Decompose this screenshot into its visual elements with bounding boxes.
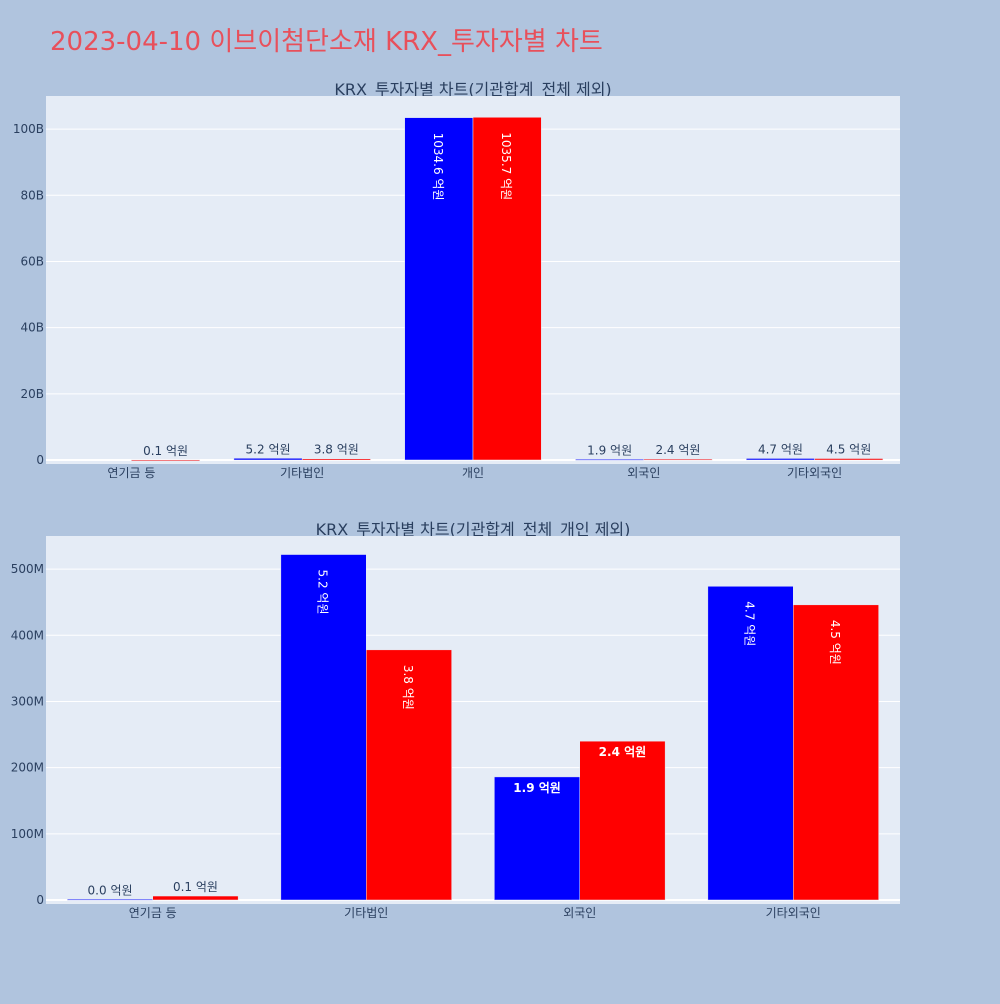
data-label: 1034.6 억원 xyxy=(431,133,445,201)
chart-title-top: KRX_투자자별 차트(기관합계_전체 제외) xyxy=(334,80,611,100)
y-tick-label: 300M xyxy=(11,694,44,708)
y-tick-label: 20B xyxy=(20,387,44,401)
bar xyxy=(793,604,879,901)
x-tick-label: 연기금 등 xyxy=(107,466,155,480)
bar xyxy=(301,458,371,461)
data-label: 3.8 억원 xyxy=(314,443,359,457)
chart-bottom: 0 100M 200M 300M 400M 500M 연기금 등 0.0 억원 0.1 억원기타… xyxy=(11,536,900,920)
x-tick-label: 외국인 xyxy=(627,466,660,480)
data-label: 1.9 억원 xyxy=(587,443,632,457)
bar xyxy=(280,554,367,901)
bar xyxy=(152,895,239,901)
bar xyxy=(366,649,452,901)
x-tick-label: 연기금 등 xyxy=(129,906,177,920)
y-tick-label: 200M xyxy=(11,761,44,775)
data-label: 3.8 억원 xyxy=(401,665,415,710)
data-label: 5.2 억원 xyxy=(316,570,330,615)
bar xyxy=(494,776,581,901)
y-tick-label: 100B xyxy=(13,122,44,136)
x-tick-label: 개인 xyxy=(462,466,484,480)
y-tick-label: 0 xyxy=(36,893,44,907)
data-label: 1.9 억원 xyxy=(513,781,561,795)
y-tick-label: 0 xyxy=(36,453,44,467)
y-tick-label: 500M xyxy=(11,562,44,576)
data-label: 0.1 억원 xyxy=(173,880,218,894)
y-tick-label: 60B xyxy=(20,254,44,268)
data-label: 0.0 억원 xyxy=(88,883,133,897)
bar xyxy=(746,458,815,461)
x-tick-label: 기타법인 xyxy=(280,466,324,480)
y-tick-label: 400M xyxy=(11,628,44,642)
bar xyxy=(707,586,794,901)
page-title: 2023-04-10 이브이첨단소재 KRX_투자자별 차트 xyxy=(50,27,603,57)
data-label: 5.2 억원 xyxy=(246,442,291,456)
x-tick-label: 외국인 xyxy=(563,906,596,920)
data-label: 2.4 억원 xyxy=(655,443,700,457)
y-tick-label: 100M xyxy=(11,827,44,841)
bar xyxy=(67,899,153,901)
y-tick-label: 80B xyxy=(20,188,44,202)
data-label: 1035.7 억원 xyxy=(499,132,513,200)
data-label: 4.5 억원 xyxy=(828,620,842,665)
bar xyxy=(643,458,713,461)
x-tick-label: 기타법인 xyxy=(344,906,388,920)
bar xyxy=(575,459,645,461)
data-label: 0.1 억원 xyxy=(143,444,188,458)
data-label: 4.7 억원 xyxy=(758,442,803,456)
bar xyxy=(472,117,542,461)
bar xyxy=(233,458,303,461)
data-label: 2.4 억원 xyxy=(599,745,647,759)
y-tick-label: 40B xyxy=(20,321,44,335)
bar xyxy=(579,740,666,901)
bar xyxy=(131,459,200,462)
bar xyxy=(814,458,884,461)
x-tick-label: 기타외국인 xyxy=(766,906,821,920)
data-label: 4.7 억원 xyxy=(743,601,757,646)
chart-title-bottom: KRX_투자자별 차트(기관합계_전체_개인 제외) xyxy=(316,520,631,540)
x-tick-label: 기타외국인 xyxy=(787,466,842,480)
bar xyxy=(404,117,474,461)
data-label: 4.5 억원 xyxy=(826,443,871,457)
